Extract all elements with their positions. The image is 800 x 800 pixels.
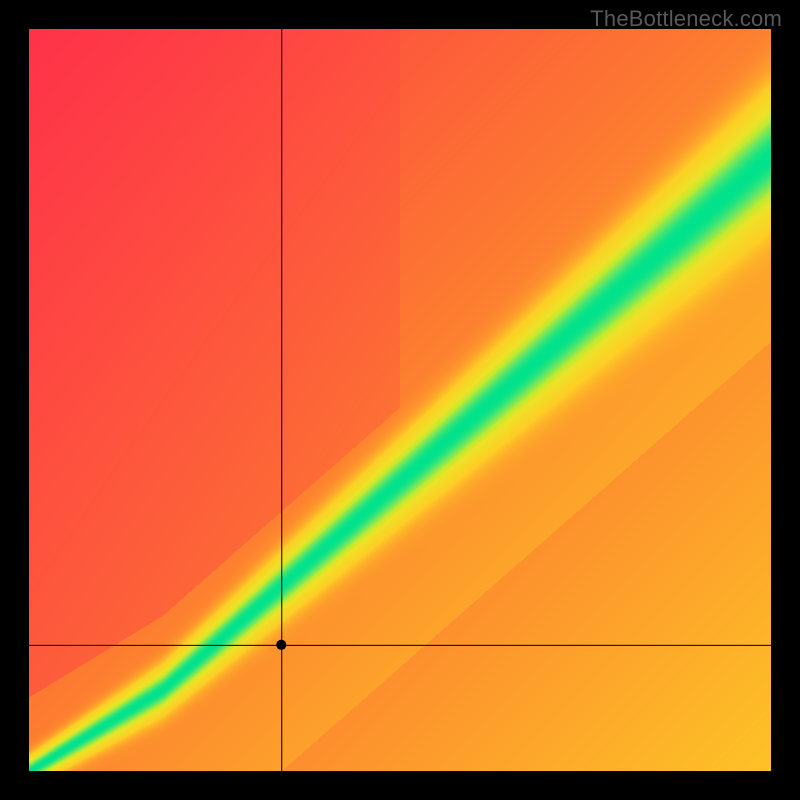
attribution-label: TheBottleneck.com [590, 6, 782, 32]
bottleneck-heatmap [0, 0, 800, 800]
chart-container: TheBottleneck.com [0, 0, 800, 800]
